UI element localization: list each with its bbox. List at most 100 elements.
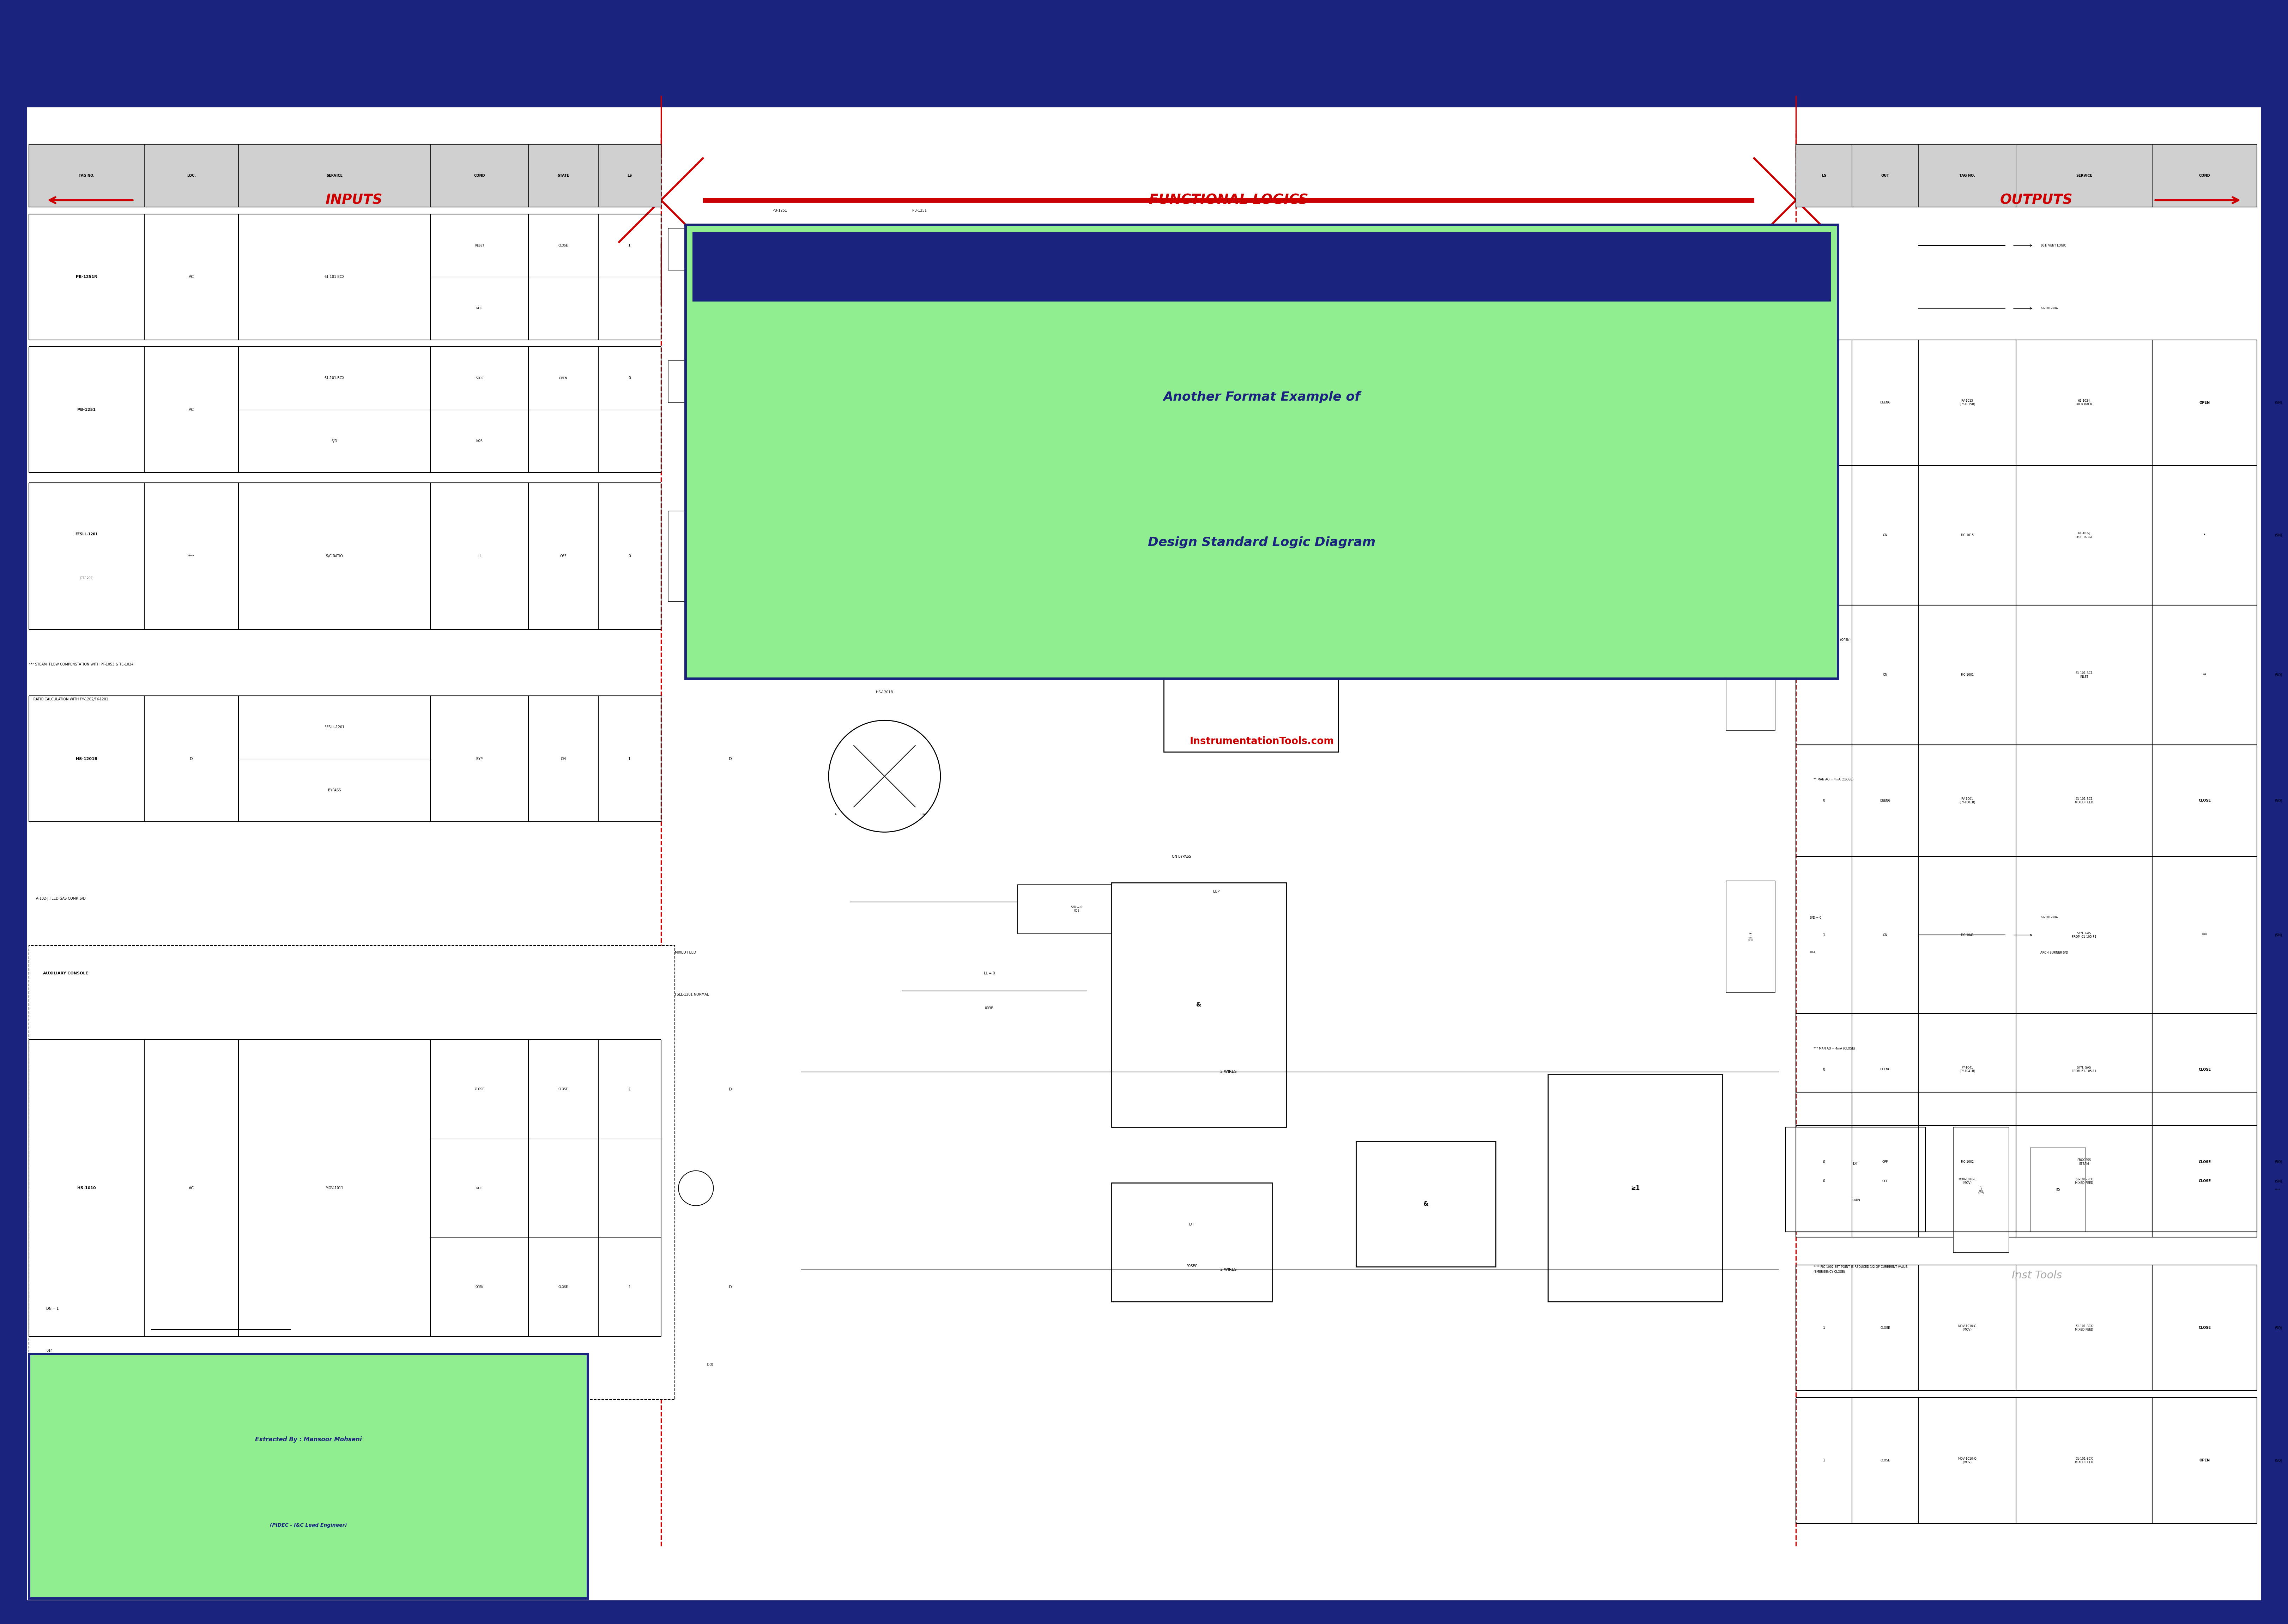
Bar [30, 1354, 588, 1598]
Text: S: S [1721, 559, 1725, 565]
Text: * MAN AO = 4mA (OPEN): * MAN AO = 4mA (OPEN) [1814, 638, 1851, 641]
Text: S/D = 0
002: S/D = 0 002 [1071, 906, 1082, 913]
Text: DI: DI [730, 1088, 732, 1091]
Text: DEENG: DEENG [1881, 1069, 1890, 1072]
Text: 61-101-BC1
INLET: 61-101-BC1 INLET [2075, 672, 2094, 679]
Bar [1725, 880, 1775, 992]
Text: (5Q): (5Q) [2274, 799, 2281, 802]
Text: PO
2
SEC
(ON): PO 2 SEC (ON) [1748, 932, 1753, 940]
Text: 61-101-BCX
MIXED FEED: 61-101-BCX MIXED FEED [2075, 1177, 2094, 1184]
Text: ** MAN AO = 4mA (CLOSE): ** MAN AO = 4mA (CLOSE) [1814, 778, 1853, 781]
Bar [1652, 525, 1792, 630]
Text: NOR: NOR [476, 1187, 483, 1190]
Text: MOV-1010-C
(MOV): MOV-1010-C (MOV) [1959, 1325, 1977, 1332]
Text: DT: DT [1190, 1223, 1194, 1226]
Bar [11, 8, 2277, 106]
Text: 61-101-BCX: 61-101-BCX [325, 274, 345, 279]
Bar [668, 361, 709, 403]
Text: LS: LS [627, 174, 631, 177]
Bar [1018, 885, 1139, 934]
Text: DEENG: DEENG [1881, 799, 1890, 802]
Text: CLOSE: CLOSE [2199, 1327, 2210, 1330]
Text: D: D [817, 331, 819, 335]
Text: *** STEAM  FLOW COMPENSTATION WITH PT-1053 & TE-1024: *** STEAM FLOW COMPENSTATION WITH PT-105… [30, 663, 133, 666]
Text: 014A: 014A [1810, 322, 1817, 323]
Text: SERVICE: SERVICE [2075, 174, 2091, 177]
Text: CLOSE: CLOSE [2199, 1067, 2210, 1072]
Text: OFF: OFF [561, 554, 567, 559]
Bar [1357, 1142, 1496, 1267]
Text: Inst Tools: Inst Tools [2011, 1270, 2061, 1281]
Text: FIC-1002: FIC-1002 [1961, 1161, 1975, 1163]
Text: FV-1001
(FY-1001B): FV-1001 (FY-1001B) [1959, 797, 1975, 804]
Text: &: & [1423, 1200, 1428, 1207]
Text: 2 WIRES: 2 WIRES [1220, 1070, 1238, 1073]
Text: 014: 014 [1810, 952, 1817, 955]
Text: S/D = 0: S/D = 0 [1810, 916, 1821, 919]
Text: 1: 1 [629, 757, 631, 760]
Text: 0: 0 [629, 377, 631, 380]
Text: (BURNERS ON): (BURNERS ON) [43, 1405, 64, 1408]
Text: FIC-1041: FIC-1041 [1961, 934, 1975, 937]
Text: Design Standard Logic Diagram: Design Standard Logic Diagram [1149, 536, 1375, 549]
Text: COND: COND [474, 174, 485, 177]
Text: 003B: 003B [1810, 258, 1817, 261]
Text: DT: DT [700, 536, 705, 539]
Text: DN = 1: DN = 1 [46, 1307, 59, 1311]
Text: S/C RATIO: S/C RATIO [325, 554, 343, 559]
Text: CLOSE: CLOSE [2199, 799, 2210, 802]
Text: OPEN: OPEN [476, 1286, 483, 1289]
Bar [1549, 1075, 1723, 1302]
Text: TAG NO.: TAG NO. [78, 174, 94, 177]
Bar [1112, 1182, 1272, 1302]
Text: MOV-1010-E
(MOV): MOV-1010-E (MOV) [1959, 1177, 1977, 1184]
Text: (5N): (5N) [2274, 401, 2281, 404]
Text: OUT: OUT [1881, 174, 1890, 177]
Text: DI: DI [730, 377, 732, 380]
Text: PO
2
SEC
(OFF): PO 2 SEC (OFF) [1979, 1186, 1984, 1194]
Text: OPEN: OPEN [2199, 401, 2210, 404]
Text: CLOSE: CLOSE [1881, 1458, 1890, 1462]
Bar [1725, 619, 1775, 731]
Text: 1: 1 [629, 244, 631, 247]
Text: PB-1251R: PB-1251R [76, 274, 96, 279]
Text: S/D: S/D [332, 438, 336, 443]
Text: 61-101-BCX: 61-101-BCX [325, 377, 345, 380]
Text: AUXILIARY CONSOLE: AUXILIARY CONSOLE [43, 971, 87, 976]
Text: MIXED FEED: MIXED FEED [675, 950, 696, 955]
Text: OUTPUTS: OUTPUTS [2000, 193, 2073, 206]
Text: 014: 014 [46, 1350, 53, 1353]
Text: FV-1015
(FY-1015B): FV-1015 (FY-1015B) [1959, 400, 1975, 406]
Bar [1409, 490, 1583, 664]
Text: ***: *** [2201, 934, 2208, 937]
Text: ON: ON [561, 757, 565, 760]
Bar [668, 512, 737, 601]
Text: FY-1041
(FY-1041B): FY-1041 (FY-1041B) [1959, 1065, 1975, 1073]
Text: 61-101-BCX
MIXED FEED: 61-101-BCX MIXED FEED [2075, 1457, 2094, 1463]
Text: (5N): (5N) [2274, 934, 2281, 937]
Text: 61-101-BCX
MIXED FEED: 61-101-BCX MIXED FEED [2075, 1325, 2094, 1332]
Text: D: D [190, 757, 192, 760]
Text: PROCESS
STEAM: PROCESS STEAM [2078, 1158, 2091, 1166]
Text: (5N): (5N) [2274, 534, 2281, 538]
Text: ON: ON [1883, 934, 1888, 937]
Text: STOP: STOP [476, 377, 483, 380]
Bar [1112, 883, 1286, 1127]
Text: HS-1010: HS-1010 [78, 1187, 96, 1190]
Text: PO
2
SEC
(ON): PO 2 SEC (ON) [1748, 531, 1753, 539]
Text: CLOSE: CLOSE [558, 244, 567, 247]
Text: DI: DI [730, 757, 732, 760]
Text: InstrumentationTools.com: InstrumentationTools.com [1190, 736, 1334, 747]
Text: RESET: RESET [474, 244, 485, 247]
Text: ARCH BURNER LOGIC: ARCH BURNER LOGIC [43, 1377, 76, 1380]
Text: ≥1: ≥1 [1631, 1186, 1640, 1192]
Bar [1954, 1127, 2009, 1252]
Text: FIC-1001: FIC-1001 [1961, 674, 1975, 677]
Text: **: ** [2203, 674, 2206, 677]
Bar [1165, 403, 1338, 752]
Text: ON: ON [1883, 674, 1888, 677]
Text: Extracted By : Mansoor Mohseni: Extracted By : Mansoor Mohseni [254, 1436, 362, 1442]
Text: (5Q): (5Q) [2274, 1458, 2281, 1462]
Bar [693, 232, 1830, 302]
Text: ***: *** [188, 554, 194, 559]
